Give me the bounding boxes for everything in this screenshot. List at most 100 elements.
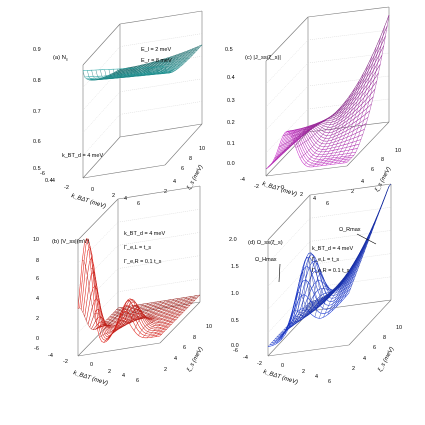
- panel-b-label: (b) |V_ss|(mV): [52, 239, 89, 245]
- gridline: [77, 291, 119, 333]
- gridline: [267, 241, 311, 287]
- axis-frame-line: [267, 344, 350, 357]
- panel-a-surface-mesh: [82, 44, 203, 81]
- surface-mesh-line: [278, 128, 360, 157]
- panel-b-y-tick: 6: [183, 345, 186, 351]
- panel-c-y-tick: 4: [361, 179, 364, 185]
- panel-c-y-axis-label: ξ_s (meV): [374, 166, 392, 193]
- surface-mesh-line: [82, 69, 121, 81]
- panel-d-y-tick: 10: [396, 325, 402, 331]
- axis-frame-line: [77, 342, 161, 357]
- panel-a-z-tick: 0.6: [33, 139, 41, 145]
- panel-b-annotation-ktd: k_BT_d = 4 meV: [124, 231, 165, 237]
- surface-mesh-line: [84, 71, 167, 78]
- gridline: [309, 207, 392, 219]
- surface-mesh-line: [95, 305, 136, 329]
- panel-b-z-ticks: 10 8 6 4 2 0: [33, 237, 39, 342]
- panel-b-y-ticks: 2 4 6 8 10: [164, 324, 212, 373]
- panel-a-y-tick: 4: [173, 179, 176, 185]
- surface-mesh-line: [344, 192, 387, 298]
- panel-a-y-ticks: 2 4 6 8 10: [164, 146, 205, 195]
- axis-frame-line: [82, 23, 121, 66]
- panel-a-z-tick: 0.7: [33, 109, 41, 115]
- panel-a-x-tick: -2: [64, 185, 69, 191]
- gridline: [117, 209, 201, 223]
- panel-b-z-tick: 0: [36, 336, 39, 342]
- panel-d-z-tick: 1.0: [231, 291, 239, 297]
- surface-mesh-line: [267, 130, 349, 168]
- panel-c-y-tick: 10: [395, 148, 401, 154]
- surface-mesh-line: [304, 100, 347, 165]
- panel-d-annotation-arrow-hmax: [278, 263, 281, 283]
- surface-mesh-line: [287, 117, 330, 132]
- surface-mesh-line: [82, 257, 166, 337]
- panel-a-label: (a) Ns: [53, 55, 68, 62]
- panel-d-x-tick: 2: [302, 369, 305, 375]
- axis-frame-line: [164, 123, 203, 166]
- panel-d-annotation-gamma-l: Γ_e,L = t_s: [312, 257, 339, 263]
- panel-a-x-tick: -6: [40, 171, 45, 177]
- surface-mesh-line: [295, 110, 338, 148]
- axis-frame-line: [307, 6, 390, 18]
- surface-mesh-line: [100, 65, 138, 80]
- panel-d-x-tick: -6: [233, 348, 238, 354]
- panel-a-surface-ns: (a) Ns E_l = 2 meV E_r = 8 meV k_BT_d = …: [33, 10, 205, 210]
- surface-mesh-line: [99, 304, 140, 338]
- panel-a-x-axis-label: k_BΔT (meV): [70, 193, 106, 210]
- gridline: [309, 230, 392, 242]
- axis-frame-line: [267, 194, 311, 241]
- surface-mesh-line: [106, 306, 189, 321]
- axis-frame-line: [346, 121, 390, 167]
- panel-d-y-axis-label: ξ_s (meV): [377, 346, 395, 373]
- panel-b-x-tick: -2: [63, 359, 68, 365]
- surface-mesh-line: [129, 299, 170, 325]
- panel-b-x-tick: 0: [90, 362, 93, 368]
- axis-frame-line: [348, 299, 392, 346]
- panel-a-x-tick: 4: [124, 196, 127, 202]
- surface-mesh-line: [155, 295, 196, 337]
- panel-d-surface-omega: (d) Ω_ss(ξ_s) Ω_Hmax Ω_Rmax k_BT_d = 4 m…: [229, 183, 402, 386]
- panel-c-x-tick: -4: [240, 177, 245, 183]
- panel-b-z-tick: 4: [36, 296, 39, 302]
- surface-mesh-line: [82, 260, 123, 328]
- surface-mesh-line: [329, 56, 373, 165]
- panel-d-annotation-ktd: k_BT_d = 4 meV: [312, 246, 353, 252]
- surface-mesh-line: [269, 130, 351, 166]
- surface-mesh-line: [302, 45, 385, 132]
- surface-mesh-line: [81, 245, 164, 339]
- gridline: [119, 33, 203, 47]
- gridline: [117, 278, 201, 292]
- axis-frame-line: [309, 183, 392, 196]
- panel-a-x-tick: 2: [112, 193, 115, 199]
- panel-a-x-tick: 6: [137, 201, 140, 207]
- axis-frame-line: [265, 131, 309, 177]
- panel-b-z-tick: 10: [33, 237, 39, 243]
- surface-mesh-line: [274, 129, 356, 161]
- panel-d-annotation-omega-hmax: Ω_Hmax: [255, 257, 277, 263]
- panel-b-surface-mesh: [77, 237, 201, 343]
- panel-c-surface-mesh: [265, 14, 390, 170]
- panel-a-z-tick: 0.4: [45, 178, 53, 184]
- panel-b-y-axis-label: ξ_s (meV): [186, 346, 204, 373]
- surface-mesh-line: [147, 51, 185, 75]
- axis-frame-line: [309, 299, 392, 312]
- panel-a-y-tick: 8: [189, 156, 192, 162]
- panel-c-y-tick: 6: [371, 167, 374, 173]
- surface-mesh-line: [276, 299, 319, 344]
- panel-d-x-tick: 4: [315, 374, 318, 380]
- surface-mesh-line: [267, 301, 311, 347]
- surface-mesh-line: [121, 299, 162, 320]
- panel-c-z-tick: 0.2: [227, 120, 235, 126]
- surface-mesh-line: [265, 130, 348, 170]
- panel-b-y-tick: 10: [206, 324, 212, 330]
- panel-b-x-tick: 6: [136, 378, 139, 384]
- surface-mesh-line: [79, 238, 162, 341]
- panel-d-annotation-arrow-rmax: [356, 233, 377, 245]
- surface-mesh-line: [325, 65, 368, 166]
- surface-mesh-line: [283, 127, 365, 152]
- surface-mesh-line: [130, 57, 168, 77]
- axis-frame-line: [77, 198, 119, 241]
- surface-mesh-line: [116, 301, 157, 326]
- surface-mesh-line: [301, 252, 345, 309]
